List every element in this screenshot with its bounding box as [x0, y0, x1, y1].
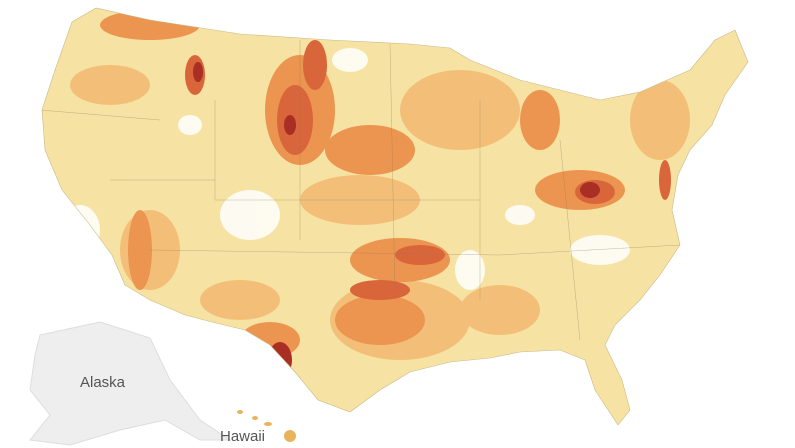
extreme-drought	[193, 62, 203, 82]
island	[252, 416, 258, 420]
abnormally-dry	[400, 70, 520, 150]
no-drought	[505, 205, 535, 225]
severe-drought	[303, 40, 327, 90]
severe-drought	[395, 245, 445, 265]
extreme-drought	[284, 115, 296, 135]
abnormally-dry	[200, 280, 280, 320]
region-label: Hawaii	[220, 428, 265, 445]
no-drought	[332, 48, 368, 72]
region-label: Alaska	[80, 374, 126, 391]
moderate-drought	[335, 295, 425, 345]
border	[499, 244, 681, 256]
no-drought	[455, 250, 485, 290]
hawaii-islands	[237, 410, 296, 442]
border	[149, 249, 501, 256]
abnormally-dry	[460, 285, 540, 335]
alaska-shape	[29, 321, 232, 446]
extreme-drought	[268, 342, 292, 378]
island	[237, 410, 243, 414]
moderate-drought	[100, 10, 200, 40]
no-drought	[178, 115, 202, 135]
moderate-drought	[520, 90, 560, 150]
severe-drought	[659, 160, 671, 200]
abnormally-dry	[630, 80, 690, 160]
border	[559, 139, 581, 341]
us-outline	[41, 7, 749, 426]
no-drought	[220, 190, 280, 240]
border	[389, 43, 396, 291]
extreme-drought	[580, 182, 600, 198]
state-borders	[42, 40, 681, 341]
severe-drought	[350, 280, 410, 300]
abnormally-dry	[70, 65, 150, 105]
island	[264, 422, 272, 426]
moderate-drought	[325, 125, 415, 175]
moderate-drought	[240, 322, 300, 358]
border	[42, 109, 161, 121]
no-drought	[570, 235, 630, 265]
island	[284, 430, 296, 442]
moderate-drought	[128, 210, 152, 290]
